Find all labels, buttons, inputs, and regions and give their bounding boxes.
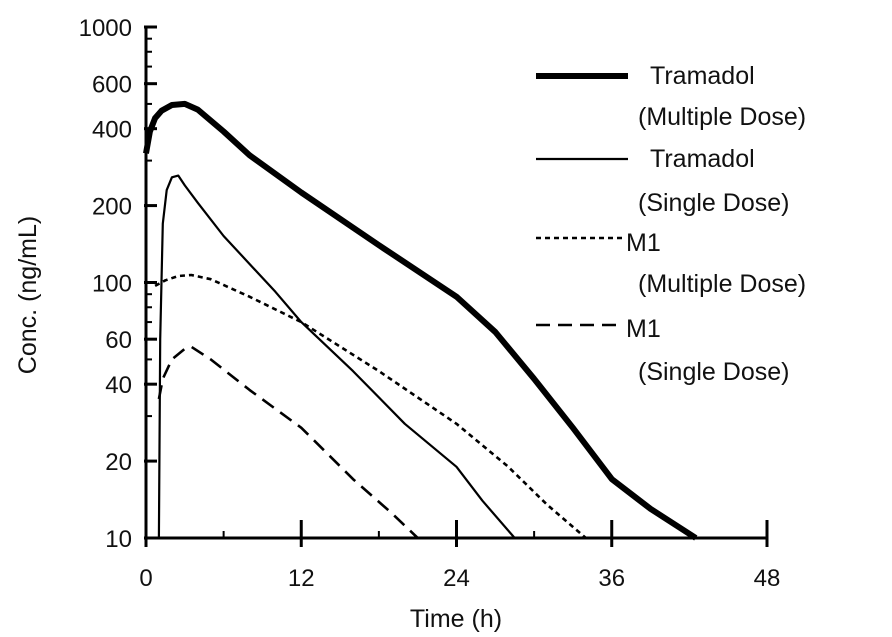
series-line-3 [154,273,587,539]
legend-label: (Multiple Dose) [638,103,806,131]
x-tick-label: 0 [139,565,152,592]
series-layer [143,100,698,541]
y-tick-label: 10 [105,526,132,553]
series-line-2 [157,174,516,539]
y-tick-label: 40 [105,372,132,399]
x-tick-label: 12 [288,565,315,592]
legend-label: (Multiple Dose) [638,270,806,298]
legend: Tramadol (Multiple Dose) Tramadol (Single D… [536,62,806,386]
x-axis-title: Time (h) [410,605,502,633]
series-line-1 [143,100,698,541]
y-tick-label: 600 [92,72,132,99]
legend-label: Tramadol [650,62,755,90]
legend-label: M1 [626,229,661,257]
y-tick-label: 200 [92,194,132,221]
legend-label: M1 [626,315,661,343]
x-tick-label: 36 [598,565,625,592]
legend-label: (Single Dose) [638,189,789,217]
series-line-4 [157,345,419,539]
y-tick-label: 100 [92,271,132,298]
axes-layer: 10 20 40 60 100 200 400 600 1000 0 12 24 36 48 [79,15,781,592]
y-tick-label: 1000 [79,15,132,42]
y-tick-label: 20 [105,449,132,476]
legend-label: Tramadol [650,145,755,173]
y-tick-label: 60 [105,327,132,354]
x-tick-label: 48 [754,565,781,592]
y-tick-label: 400 [92,117,132,144]
legend-label: (Single Dose) [638,358,789,386]
y-axis-title: Conc. (ng/mL) [14,216,42,374]
x-tick-label: 24 [443,565,470,592]
